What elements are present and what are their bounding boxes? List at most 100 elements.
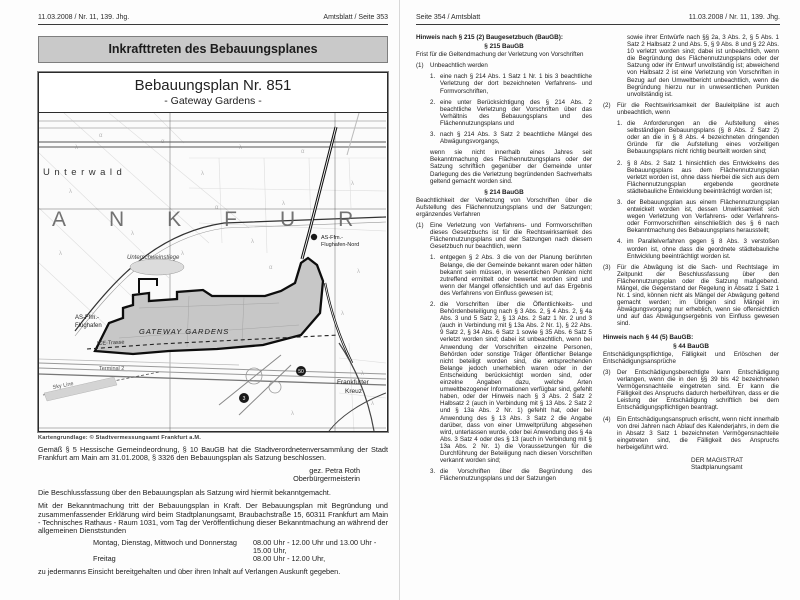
item-text: Für die Abwägung ist die Sach- und Recht… <box>617 263 779 328</box>
legal-item: (1) Eine Verletzung von Verfahrens- und … <box>416 222 592 250</box>
legal-item: 3. der Bebauungsplan aus einem Flächennu… <box>617 199 779 234</box>
paragraph-effective: Mit der Bekanntmachung tritt der Bebauun… <box>38 501 388 536</box>
svg-text:λ: λ <box>357 269 360 275</box>
legal-paragraph: Beachtlichkeit der Verletzung von Vorsch… <box>416 196 592 218</box>
road-badge-icon <box>310 233 318 241</box>
bottom-highways <box>39 342 386 431</box>
item-marker: (1) <box>416 62 424 70</box>
item-text: entgegen § 2 Abs. 3 die von der Planung … <box>440 254 592 297</box>
legal-item: 1. die Anforderungen an die Aufstellung … <box>617 120 779 155</box>
map-label-ice-trasse: ICE-Trasse <box>97 340 125 347</box>
page-header-right: Seite 354 / Amtsblatt 11.03.2008 / Nr. 1… <box>416 14 780 25</box>
paragraph-inspection: zu jedermanns Einsicht bereitgehalten un… <box>38 566 341 576</box>
paragraph-announcement: Die Beschlussfassung über den Bebauungsp… <box>38 488 331 498</box>
legal-paragraph: sowie ihrer Entwürfe nach §§ 2a, 3 Abs. … <box>627 34 779 98</box>
page-right: Seite 354 / Amtsblatt 11.03.2008 / Nr. 1… <box>400 0 800 600</box>
map-label-as-nord-2: Flughafen-Nord <box>321 242 359 248</box>
gateway-gardens-area <box>93 256 325 356</box>
legal-item: (2) Für die Rechtswirksamkeit der Baulei… <box>603 102 779 116</box>
legal-item: 3. die Vorschriften über die Begründung … <box>430 468 592 482</box>
svg-text:λ: λ <box>201 171 204 177</box>
svg-text:λ: λ <box>341 311 344 317</box>
svg-text:λ: λ <box>75 145 78 151</box>
item-text: Ein Entschädigungsanspruch erlischt, wen… <box>617 415 779 451</box>
issuer-department: Stadtplanungsamt <box>691 464 743 472</box>
item-text: die Vorschriften über die Begründung des… <box>440 468 592 483</box>
legal-item: 1. eine nach § 214 Abs. 1 Satz 1 Nr. 1 b… <box>430 73 592 94</box>
signature-name: gez. Petra Roth <box>309 465 360 475</box>
header-page-number: Seite 354 / Amtsblatt <box>416 14 481 21</box>
paragraph-resolution: Gemäß § 5 Hessische Gemeindeordnung, § 1… <box>38 445 388 463</box>
item-text: die Anforderungen an die Aufstellung ein… <box>627 120 779 156</box>
svg-text:λ: λ <box>351 181 354 187</box>
legal-paragraph: wenn sie nicht innerhalb eines Jahres se… <box>430 149 592 185</box>
svg-text:λ: λ <box>69 189 72 195</box>
map-label-unterwald: Unterwald <box>43 167 126 178</box>
item-marker: 4. <box>617 238 623 246</box>
svg-text:λ: λ <box>291 411 294 417</box>
signature-block: gez. Petra Roth Oberbürgermeisterin <box>38 465 388 484</box>
legal-item: 2. § 8 Abs. 2 Satz 1 hinsichtlich des En… <box>617 160 779 195</box>
header-date: 11.03.2008 / Nr. 11, 139. Jhg. <box>38 14 130 21</box>
item-marker: (3) <box>603 368 611 376</box>
map-roads <box>39 113 386 337</box>
item-text: der Bebauungsplan aus einem Flächennutzu… <box>627 198 779 235</box>
map-background <box>39 113 386 431</box>
map-label-unterschweinstiege: Unterschweinstiege <box>127 255 180 261</box>
legal-item: (4) Ein Entschädigungsanspruch erlischt,… <box>603 416 779 451</box>
pond-shape <box>129 258 185 276</box>
area-streets <box>118 295 300 348</box>
ice-line <box>86 334 340 350</box>
boundary-hook <box>138 278 158 293</box>
legal-column-1: Hinweis nach § 215 (2) Baugesetzbuch (Ba… <box>416 34 592 482</box>
page-header-left: 11.03.2008 / Nr. 11, 139. Jhg. Amtsblatt… <box>38 14 388 25</box>
map-label-sky-line: Sky Line <box>52 381 74 391</box>
road-badge-icon <box>239 393 249 403</box>
legal-paragraph: Entschädigungspflichtige, Fälligkeit und… <box>603 350 779 365</box>
legal-item: 2. die Vorschriften über die Öffentlichk… <box>430 301 592 464</box>
header-page-number: Amtsblatt / Seite 353 <box>323 14 388 21</box>
item-marker: 1. <box>430 73 436 81</box>
item-marker: 2. <box>430 301 436 308</box>
item-text: Eine Verletzung von Verfahrens- und Form… <box>430 222 592 251</box>
svg-text:α: α <box>215 205 219 211</box>
item-marker: (2) <box>603 101 611 109</box>
road-badge-50: 50 <box>298 369 304 375</box>
office-hours-times: 08.00 Uhr - 12.00 Uhr, <box>253 554 326 564</box>
map-parcel-lines <box>39 113 386 431</box>
motorway-a5 <box>300 126 354 364</box>
svg-text:α: α <box>99 133 103 139</box>
legal-item: 3. nach § 214 Abs. 3 Satz 2 beachtliche … <box>430 131 592 145</box>
road-badge-icon <box>296 366 306 376</box>
item-marker: 3. <box>617 198 623 206</box>
legal-item: (3) Der Entschädigungsberechtigte kann E… <box>603 369 779 412</box>
svg-text:λ: λ <box>282 201 285 207</box>
svg-text:α: α <box>301 149 305 155</box>
svg-text:λ: λ <box>59 251 62 257</box>
map-label-frankfurter: Frankfurter <box>337 379 370 386</box>
map-title-block: Bebauungsplan Nr. 851 - Gateway Gardens … <box>39 73 387 113</box>
office-hours-times: 08.00 Uhr - 12.00 Uhr und 13.00 Uhr - 15… <box>253 537 377 555</box>
item-marker: (1) <box>416 222 424 230</box>
item-text: im Parallelverfahren gegen § 8 Abs. 3 ve… <box>627 238 779 260</box>
map-title: Bebauungsplan Nr. 851 <box>134 77 292 94</box>
issuer-block: DER MAGISTRAT Stadtplanungsamt <box>691 457 779 472</box>
map-label-frankfurt: FRANKFURT <box>39 208 386 231</box>
item-text: eine unter Berücksichtigung des § 214 Ab… <box>440 98 592 127</box>
svg-text:λ: λ <box>251 239 254 245</box>
item-marker: 3. <box>430 131 436 139</box>
legal-item: 2. eine unter Berücksichtigung des § 214… <box>430 99 592 127</box>
legal-heading: Hinweis nach § 215 (2) Baugesetzbuch (Ba… <box>416 34 564 41</box>
office-hours-days: Montag, Dienstag, Mittwoch und Donnersta… <box>93 537 237 547</box>
map-source-caption: Kartengrundlage: © Stadtvermessungsamt F… <box>38 435 201 441</box>
legal-heading: Hinweis nach § 44 (5) BauGB: <box>603 333 694 341</box>
legal-item: 1. entgegen § 2 Abs. 3 die von der Planu… <box>430 254 592 297</box>
map-label-terminal-2: Terminal 2 <box>99 366 124 372</box>
item-text: die Vorschriften über die Öffentlichkeit… <box>440 301 592 465</box>
item-text: Der Entschädigungsberechtigte kann Entsc… <box>617 368 779 412</box>
item-text: eine nach § 214 Abs. 1 Satz 1 Nr. 1 bis … <box>440 73 592 95</box>
map-label-as-flughafen-2: Flughafen <box>75 323 102 329</box>
road-badge-3: 3 <box>243 396 246 402</box>
legal-column-2: sowie ihrer Entwürfe nach §§ 2a, 3 Abs. … <box>603 34 779 482</box>
